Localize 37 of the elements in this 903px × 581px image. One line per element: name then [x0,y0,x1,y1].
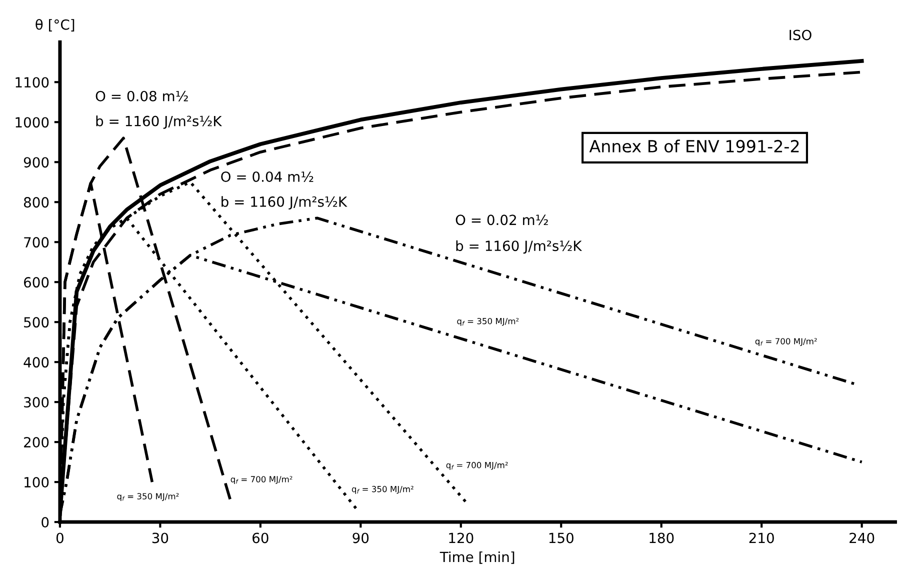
series-label: ISO [790,30,812,40]
y-tick-label: 300 [24,397,49,408]
annotation: Annex B of ENV 1991-2-2 [589,140,799,153]
x-tick-label: 150 [549,532,574,544]
annotation: q$_{f}$ = 700 MJ/m² [755,338,817,346]
annotation: O = 0.02 m½ [456,214,548,226]
y-tick-label: 400 [24,357,49,368]
annotation: q$_{f}$ = 350 MJ/m² [457,318,519,326]
annotation: b = 1160 J/m²s½K [96,116,222,129]
annotation: q$_{f}$ = 350 MJ/m² [117,493,179,502]
annotation: q$_{f}$ = 700 MJ/m² [230,476,292,484]
x-tick-label: 120 [449,532,474,544]
x-tick-label: 180 [650,532,674,544]
y-tick-label: 900 [24,157,49,168]
y-tick-label: 500 [24,317,49,328]
x-tick-label: 210 [749,532,774,544]
y-tick-label: 600 [24,277,49,288]
x-tick-label: 90 [352,532,369,544]
y-tick-label: 800 [24,197,49,208]
y-tick-label: 0 [42,516,49,528]
y-tick-label: 200 [24,437,49,448]
annotation: q$_{f}$ = 350 MJ/m² [352,486,414,494]
x-axis-title: Time [min] [440,551,514,564]
x-tick-label: 0 [56,532,64,544]
x-tick-label: 60 [252,532,268,544]
annotation: b = 1160 J/m²s½K [456,240,582,254]
y-tick-label: 1100 [16,77,49,88]
x-tick-label: 240 [850,532,874,544]
y-axis-title: θ [°C] [36,18,74,32]
annotation: b = 1160 J/m²s½K [222,196,348,210]
y-tick-label: 100 [24,477,49,488]
annotation: O = 0.04 m½ [221,171,314,182]
annotation: O = 0.08 m½ [96,90,188,102]
y-tick-label: 1000 [16,117,49,128]
y-tick-label: 700 [24,237,49,248]
annotation: q$_{f}$ = 700 MJ/m² [446,462,508,470]
x-tick-label: 30 [152,532,168,544]
